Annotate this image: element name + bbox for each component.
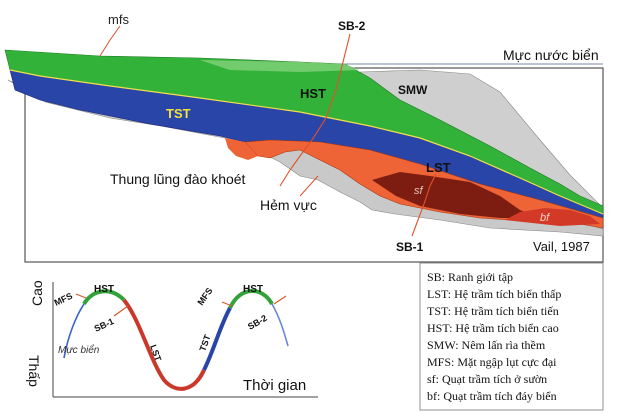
mfs-left-tick [75,293,87,299]
sb1-label: SB-1 [396,240,424,254]
sf-label: sf [414,185,424,197]
basin-floor-fan [505,208,600,226]
sb2-line [279,33,351,187]
cross-section: mfs SB-2 Mực nước biển HST SMW TST LST T… [4,12,604,263]
curve-hst-left-label: HST [94,284,114,295]
curve-hst-left [82,289,126,306]
sb2-tick [273,295,287,305]
mfs-label: mfs [108,12,129,27]
mfs-leader-line [99,25,121,57]
bf-label: bf [540,212,550,224]
curve-sb2-label: SB-2 [246,313,269,332]
curve-mfs-left-label: MFS [53,291,74,308]
legend-item: TST: Hệ trầm tích biển tiến [427,304,559,318]
curve-right-tail [271,303,289,347]
legend-item: HST: Hệ trầm tích biển cao [427,321,559,335]
hst-label: HST [300,86,326,101]
canyon-leader-line [299,175,319,197]
sb2-label: SB-2 [338,19,366,33]
curve-hst-right-label: HST [243,284,263,295]
legend-frame [419,262,604,411]
axis-time-label: Thời gian [243,377,306,394]
coastal-stripe [200,60,360,72]
tst-label: TST [166,106,191,121]
legend-item: LST: Hệ trầm tích biển thấp [427,287,561,301]
sb1-line [411,173,437,237]
citation-label: Vail, 1987 [533,239,590,254]
legend-item: MFS: Mặt ngập lụt cực đại [427,355,557,369]
curve-lst [122,298,206,391]
curve-mfs-right-label: MFS [195,286,214,307]
axis-high-label: Cao [29,280,45,306]
valley-fill [225,138,258,160]
valley-label: Thung lũng đào khoét [110,171,246,187]
sb1-tick [113,305,129,317]
smw-label: SMW [398,83,428,97]
curve-sea-level-label: Mực biển [58,344,100,356]
legend: SB: Ranh giới tập LST: Hệ trầm tích biển… [419,262,604,411]
sea-level-curve-panel: Cao Thấp Thời gian HST MFS SB-1 Mực biển… [26,280,318,398]
canyon-label: Hẻm vực [260,197,317,213]
curve-left-tail [63,303,85,359]
mfs-line [9,69,604,215]
lst-label: LST [426,160,451,175]
legend-item: SMW: Nêm lấn rìa thềm [427,338,546,352]
mfs-right-tick [221,301,233,307]
curve-tst [202,307,232,371]
sea-level-label: Mực nước biển [503,47,599,63]
slope-fan [372,172,540,218]
legend-item: sf: Quạt trầm tích ở sườn [427,372,547,386]
legend-item: bf: Quạt trầm tích đáy biển [427,389,557,403]
curve-hst-right [228,289,274,309]
legend-item: SB: Ranh giới tập [427,270,513,284]
axis-low-label: Thấp [26,355,42,387]
curve-sb1-label: SB-1 [93,316,116,334]
